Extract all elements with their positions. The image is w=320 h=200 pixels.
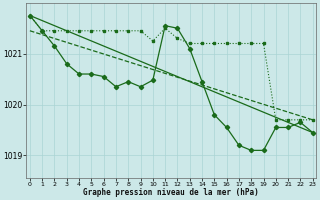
X-axis label: Graphe pression niveau de la mer (hPa): Graphe pression niveau de la mer (hPa) [84,188,259,197]
